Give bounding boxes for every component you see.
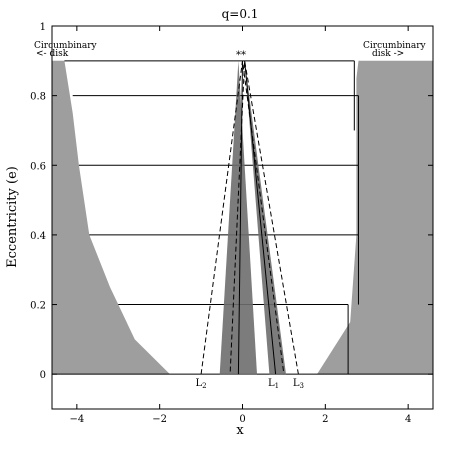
right-disk-label-line2: disk ->	[372, 49, 404, 59]
x-tick-label: 0	[239, 414, 245, 425]
left-disk-label-line1: Circumbinary	[34, 41, 98, 51]
right-disk-region	[317, 60, 433, 375]
x-tick-label: −2	[152, 414, 167, 425]
lagrange-envelope-line	[200, 60, 285, 375]
y-tick-label: 0	[40, 370, 46, 381]
y-axis-label: Eccentricity (e)	[5, 166, 20, 268]
y-tick-label: 0.4	[30, 231, 46, 242]
right-disk-label-line1: Circumbinary	[363, 41, 427, 51]
y-tick-label: 1	[40, 22, 46, 33]
x-tick-label: 4	[405, 414, 411, 425]
lagrange-label-l1: L1	[268, 378, 279, 390]
binary-stars-marker: **	[236, 50, 246, 61]
left-disk-region	[52, 60, 170, 375]
lagrange-label-l3: L3	[293, 378, 304, 390]
orbit-band	[219, 60, 257, 375]
lagrange-envelope-line	[229, 60, 299, 375]
x-tick-label: −4	[69, 414, 84, 425]
lagrange-label-l2: L2	[196, 378, 207, 390]
x-tick-label: 2	[322, 414, 328, 425]
x-axis-label: x	[236, 423, 244, 438]
y-tick-label: 0.2	[30, 301, 46, 312]
y-tick-label: 0.6	[30, 161, 46, 172]
chart-title: q=0.1	[222, 7, 259, 21]
y-tick-label: 0.8	[30, 92, 46, 103]
left-disk-label-line2: <- disk	[36, 49, 69, 59]
orbit-band	[244, 60, 286, 375]
